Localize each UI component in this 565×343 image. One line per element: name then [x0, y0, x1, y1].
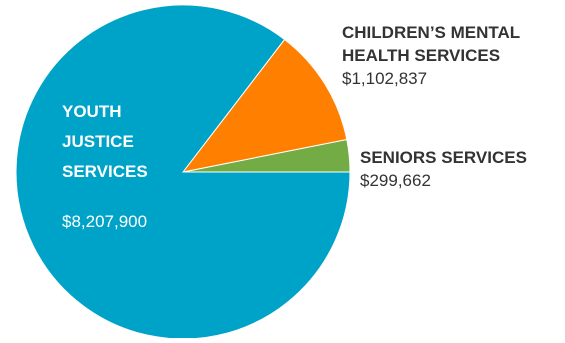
slice-category-seniors: SENIORS SERVICES [360, 146, 527, 169]
slice-label-youth-justice: YOUTH JUSTICE SERVICES $8,207,900 [62, 97, 172, 233]
slice-category-childrens-mental-health: CHILDREN’S MENTAL HEALTH SERVICES [342, 21, 557, 67]
slice-value-youth-justice: $8,207,900 [62, 210, 172, 233]
slice-value-seniors: $299,662 [360, 169, 527, 192]
slice-label-childrens-mental-health: CHILDREN’S MENTAL HEALTH SERVICES $1,102… [342, 21, 557, 90]
slice-value-childrens-mental-health: $1,102,837 [342, 67, 557, 90]
slice-category-youth-justice: YOUTH JUSTICE SERVICES [62, 97, 172, 187]
slice-label-seniors: SENIORS SERVICES $299,662 [360, 146, 527, 192]
